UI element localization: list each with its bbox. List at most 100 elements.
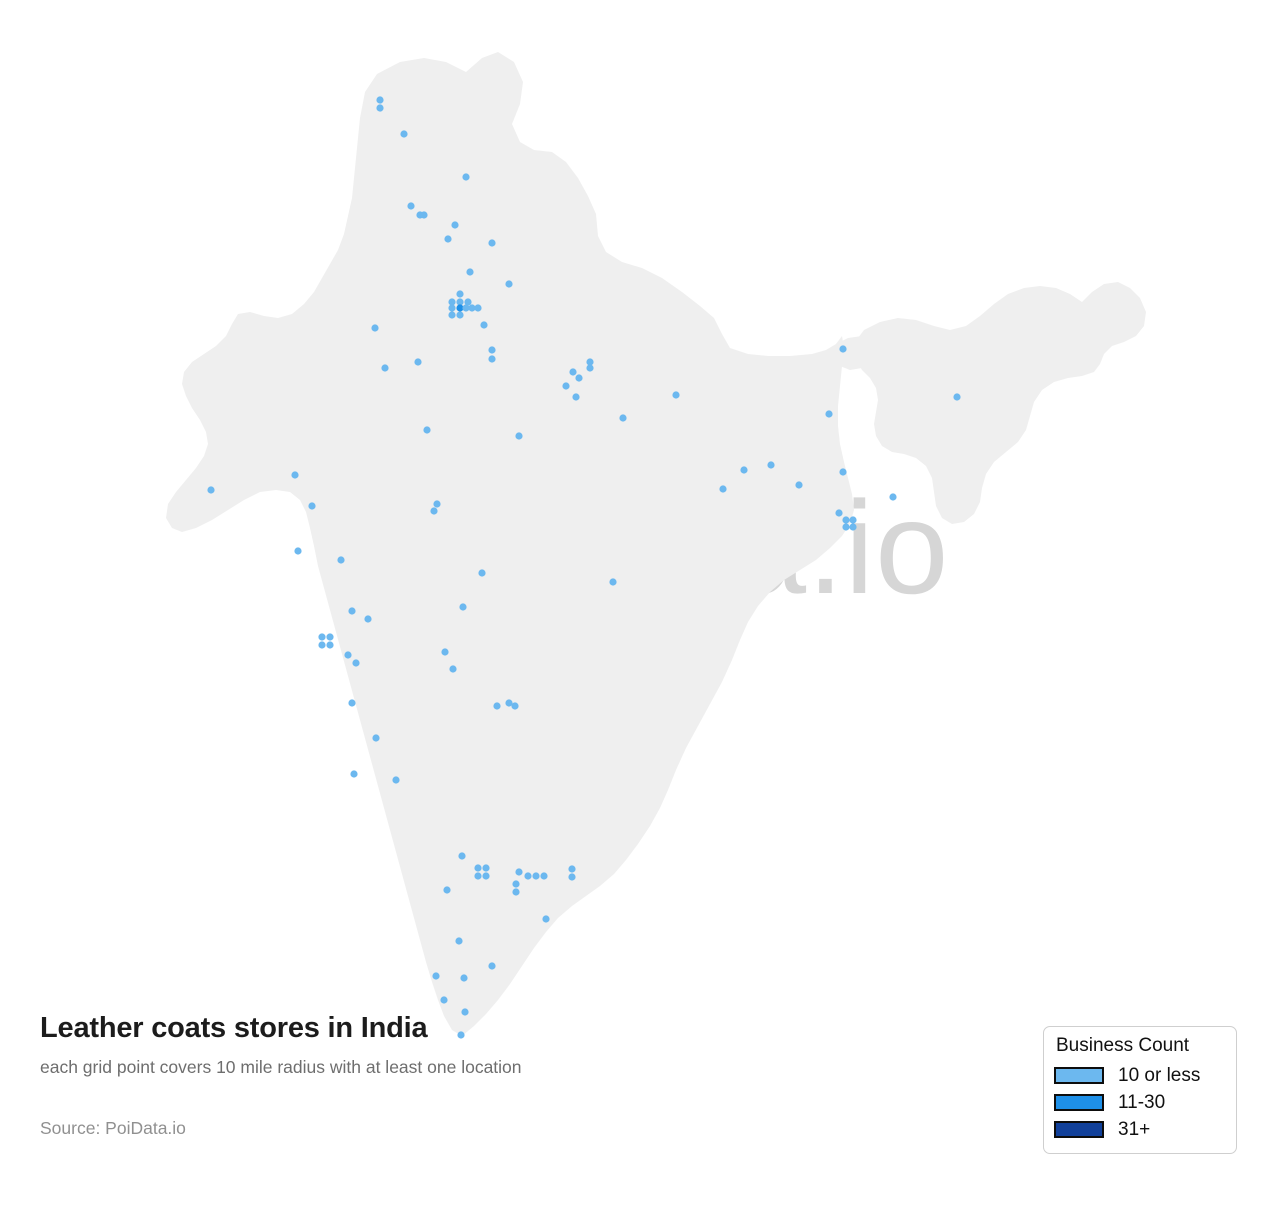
grid-point[interactable] — [462, 173, 470, 181]
grid-point[interactable] — [568, 865, 576, 873]
grid-point[interactable] — [448, 311, 456, 319]
grid-point[interactable] — [348, 607, 356, 615]
grid-point[interactable] — [740, 466, 748, 474]
grid-point[interactable] — [462, 304, 470, 312]
grid-point[interactable] — [474, 304, 482, 312]
grid-point[interactable] — [488, 962, 496, 970]
grid-point[interactable] — [512, 888, 520, 896]
grid-point[interactable] — [381, 364, 389, 372]
grid-point[interactable] — [505, 699, 513, 707]
grid-point[interactable] — [839, 468, 847, 476]
grid-point[interactable] — [482, 872, 490, 880]
grid-point[interactable] — [432, 972, 440, 980]
grid-point[interactable] — [448, 298, 456, 306]
grid-point[interactable] — [448, 304, 456, 312]
grid-point[interactable] — [326, 633, 334, 641]
grid-point[interactable] — [423, 426, 431, 434]
grid-point[interactable] — [352, 659, 360, 667]
grid-point[interactable] — [609, 578, 617, 586]
grid-point[interactable] — [444, 235, 452, 243]
grid-point[interactable] — [458, 852, 466, 860]
grid-point[interactable] — [524, 872, 532, 880]
grid-point[interactable] — [480, 321, 488, 329]
grid-point[interactable] — [562, 382, 570, 390]
grid-point[interactable] — [460, 974, 468, 982]
grid-point[interactable] — [512, 880, 520, 888]
grid-point[interactable] — [407, 202, 415, 210]
grid-point[interactable] — [392, 776, 400, 784]
grid-point[interactable] — [433, 500, 441, 508]
grid-point[interactable] — [337, 556, 345, 564]
grid-point[interactable] — [308, 502, 316, 510]
grid-point[interactable] — [482, 864, 490, 872]
grid-point[interactable] — [540, 872, 548, 880]
grid-point[interactable] — [461, 1008, 469, 1016]
grid-point[interactable] — [586, 364, 594, 372]
grid-point[interactable] — [376, 104, 384, 112]
grid-point[interactable] — [456, 290, 464, 298]
grid-point[interactable] — [532, 872, 540, 880]
grid-point[interactable] — [414, 358, 422, 366]
grid-point[interactable] — [348, 699, 356, 707]
grid-point[interactable] — [350, 770, 358, 778]
grid-point[interactable] — [420, 211, 428, 219]
grid-point[interactable] — [542, 915, 550, 923]
grid-point[interactable] — [326, 641, 334, 649]
grid-point[interactable] — [478, 569, 486, 577]
grid-point[interactable] — [451, 221, 459, 229]
grid-point[interactable] — [457, 1031, 465, 1039]
grid-point[interactable] — [575, 374, 583, 382]
grid-point[interactable] — [825, 410, 833, 418]
grid-point[interactable] — [441, 648, 449, 656]
grid-point[interactable] — [459, 603, 467, 611]
grid-point[interactable] — [586, 358, 594, 366]
grid-point[interactable] — [849, 523, 857, 531]
grid-point[interactable] — [767, 461, 775, 469]
grid-point[interactable] — [456, 304, 464, 312]
grid-point[interactable] — [456, 298, 464, 306]
grid-point[interactable] — [842, 523, 850, 531]
grid-point[interactable] — [515, 432, 523, 440]
grid-point[interactable] — [449, 665, 457, 673]
grid-point[interactable] — [672, 391, 680, 399]
grid-point[interactable] — [400, 130, 408, 138]
grid-point[interactable] — [372, 734, 380, 742]
grid-point[interactable] — [364, 615, 372, 623]
grid-point[interactable] — [493, 702, 501, 710]
grid-point[interactable] — [294, 547, 302, 555]
grid-point[interactable] — [568, 873, 576, 881]
grid-point[interactable] — [889, 493, 897, 501]
grid-point[interactable] — [291, 471, 299, 479]
grid-point[interactable] — [569, 368, 577, 376]
grid-point[interactable] — [619, 414, 627, 422]
grid-point[interactable] — [318, 633, 326, 641]
grid-point[interactable] — [455, 937, 463, 945]
grid-point[interactable] — [572, 393, 580, 401]
grid-point[interactable] — [443, 886, 451, 894]
grid-point[interactable] — [719, 485, 727, 493]
grid-point[interactable] — [505, 280, 513, 288]
grid-point[interactable] — [835, 509, 843, 517]
grid-point[interactable] — [376, 96, 384, 104]
grid-point[interactable] — [440, 996, 448, 1004]
grid-point[interactable] — [953, 393, 961, 401]
grid-point[interactable] — [511, 702, 519, 710]
grid-point[interactable] — [849, 516, 857, 524]
grid-point[interactable] — [318, 641, 326, 649]
grid-point[interactable] — [842, 516, 850, 524]
grid-point[interactable] — [474, 872, 482, 880]
grid-point[interactable] — [488, 355, 496, 363]
grid-point[interactable] — [795, 481, 803, 489]
grid-point[interactable] — [430, 507, 438, 515]
grid-point[interactable] — [468, 304, 476, 312]
grid-point[interactable] — [456, 311, 464, 319]
grid-point[interactable] — [488, 239, 496, 247]
grid-point[interactable] — [515, 868, 523, 876]
grid-point[interactable] — [464, 298, 472, 306]
grid-point[interactable] — [474, 864, 482, 872]
grid-point[interactable] — [344, 651, 352, 659]
grid-point[interactable] — [207, 486, 215, 494]
grid-point[interactable] — [371, 324, 379, 332]
grid-point[interactable] — [466, 268, 474, 276]
grid-point[interactable] — [488, 346, 496, 354]
